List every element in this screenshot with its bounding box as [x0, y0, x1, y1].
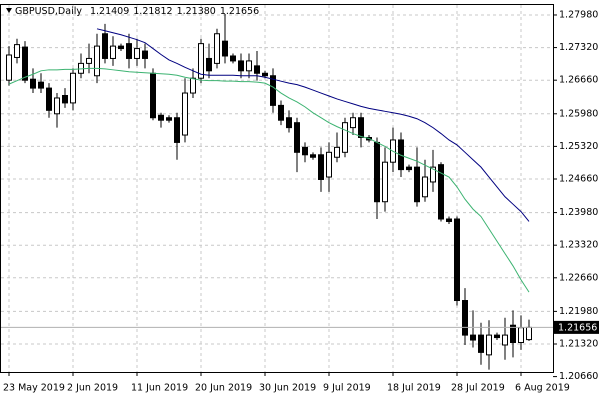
candle-body — [166, 117, 172, 121]
quote-open: 1.21409 — [90, 6, 129, 17]
moving-average-line — [96, 28, 530, 222]
candle-body — [118, 45, 124, 50]
candle-body — [150, 72, 156, 119]
candle-body — [38, 81, 44, 89]
candle-body — [486, 334, 492, 356]
candle-body — [358, 117, 364, 138]
candle-body — [30, 78, 36, 89]
candle-body — [206, 57, 212, 72]
symbol-icon — [6, 8, 12, 13]
candle-body — [350, 117, 356, 129]
candle-body — [110, 45, 116, 59]
last-price-box — [554, 320, 599, 334]
candle-body — [54, 97, 60, 115]
candle-body — [430, 166, 436, 183]
candle-body — [334, 146, 340, 158]
candle-body — [462, 300, 468, 336]
candle-body — [14, 44, 20, 58]
candle-body — [86, 57, 92, 64]
candle-body — [254, 65, 260, 74]
y-tick-label: 1.21320 — [559, 338, 598, 349]
candle-body — [406, 166, 412, 171]
candle-body — [526, 326, 532, 341]
candle-body — [46, 87, 52, 111]
candle-body — [494, 334, 500, 339]
candle-body — [286, 117, 292, 129]
candle-body — [70, 72, 76, 104]
candle-body — [294, 122, 300, 153]
y-tick-label: 1.25980 — [559, 108, 598, 119]
candle-body — [270, 75, 276, 106]
candle-body — [94, 45, 100, 77]
candle-body — [262, 72, 268, 77]
candle-body — [318, 154, 324, 180]
x-tick-label: 18 Jul 2019 — [387, 383, 441, 394]
y-tick-label: 1.23320 — [559, 240, 598, 251]
x-tick-label: 2 Jun 2019 — [67, 383, 118, 394]
y-tick-label: 1.22660 — [559, 272, 598, 283]
candle-body — [302, 146, 308, 156]
chart-title: GBPUSD,Daily — [15, 6, 82, 17]
candle-body — [422, 176, 428, 198]
candle-body — [470, 334, 476, 341]
candle-body — [158, 114, 164, 121]
x-tick-label: 23 May 2019 — [3, 383, 65, 394]
x-tick-label: 20 Jun 2019 — [195, 383, 252, 394]
chart-header: GBPUSD,Daily 1.21409 1.21812 1.21380 1.21656 — [15, 6, 259, 17]
candle-body — [454, 218, 460, 302]
candle-body — [446, 218, 452, 222]
candle-body — [278, 104, 284, 121]
x-tick-label: 6 Aug 2019 — [515, 383, 570, 394]
quote-low: 1.21380 — [177, 6, 216, 17]
candle-body — [62, 95, 68, 104]
candle-body — [190, 77, 196, 94]
candle-body — [502, 334, 508, 346]
x-tick-label: 9 Jul 2019 — [323, 383, 371, 394]
y-tick-label: 1.21980 — [559, 306, 598, 317]
candle-body — [222, 40, 228, 57]
candle-body — [6, 54, 12, 81]
x-tick-label: 30 Jun 2019 — [259, 383, 316, 394]
last-price-label: 1.21656 — [558, 322, 597, 333]
y-tick-label: 1.23980 — [559, 207, 598, 218]
y-tick-label: 1.20660 — [559, 371, 598, 382]
x-tick-label: 28 Jul 2019 — [451, 383, 505, 394]
candle-body — [342, 122, 348, 153]
candle-body — [326, 151, 332, 178]
candle-body — [198, 43, 204, 79]
candle-body — [414, 166, 420, 203]
candle-body — [102, 33, 108, 59]
candle-body — [174, 117, 180, 143]
quote-high: 1.21812 — [133, 6, 172, 17]
candle-body — [310, 154, 316, 158]
moving-average-line — [8, 67, 530, 293]
candle-body — [510, 324, 516, 344]
candle-body — [382, 161, 388, 203]
candle-body — [142, 50, 148, 59]
y-tick-label: 1.24660 — [559, 173, 598, 184]
candle-body — [182, 92, 188, 136]
x-tick-label: 11 Jun 2019 — [131, 383, 188, 394]
candle-body — [214, 33, 220, 64]
y-tick-label: 1.26660 — [559, 75, 598, 86]
candle-body — [238, 60, 244, 72]
candle-body — [374, 141, 380, 203]
y-tick-label: 1.25320 — [559, 141, 598, 152]
candle-body — [478, 334, 484, 353]
candle-body — [22, 46, 28, 81]
candle-body — [438, 164, 444, 220]
candle-body — [246, 60, 252, 72]
plot-frame — [0, 4, 554, 373]
candle-body — [134, 48, 140, 59]
quote-close: 1.21656 — [220, 6, 259, 17]
y-tick-label: 1.27980 — [559, 9, 598, 20]
candle-body — [126, 43, 132, 59]
candle-body — [518, 327, 524, 344]
candle-body — [230, 55, 236, 62]
y-tick-label: 1.27320 — [559, 42, 598, 53]
